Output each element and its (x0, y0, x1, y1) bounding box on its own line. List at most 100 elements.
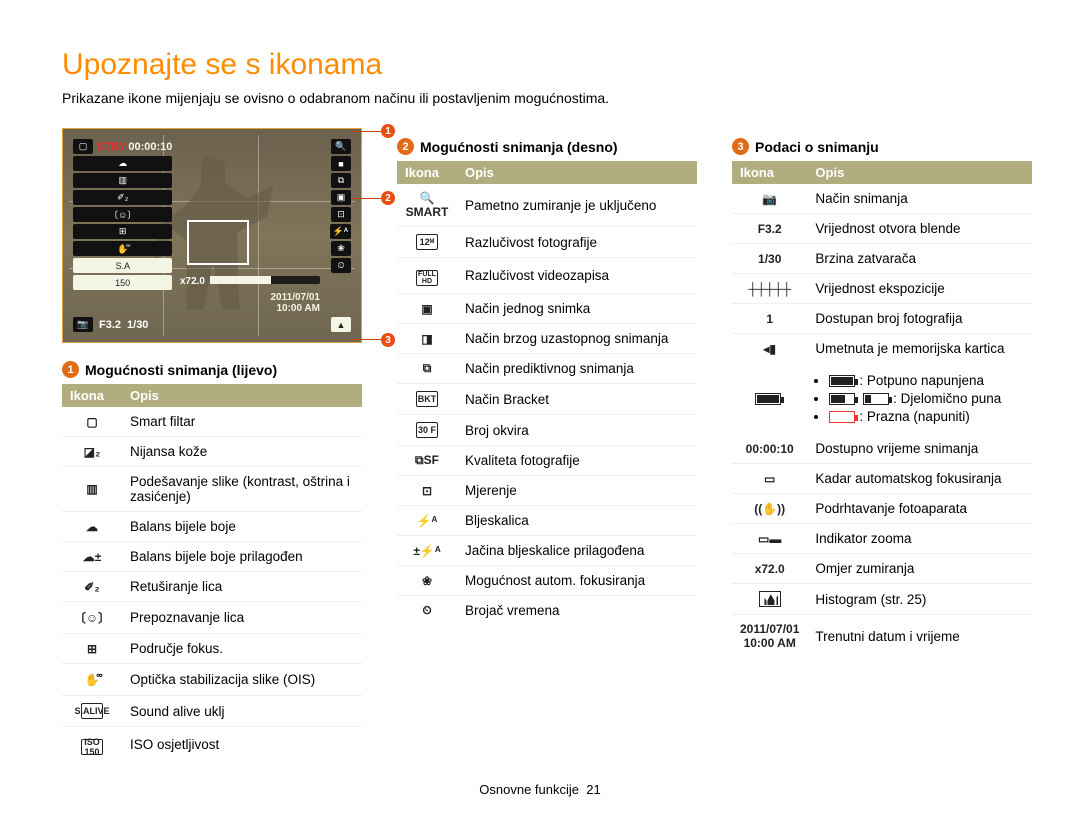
table-row: F3.2Vrijednost otvora blende (732, 214, 1032, 244)
table-row: ⧉SFKvaliteta fotografije (397, 446, 697, 476)
table-right: IkonaOpis 🔍 SMARTPametno zumiranje je uk… (397, 161, 697, 625)
row-icon: ((✋)) (732, 494, 807, 524)
row-desc: Umetnuta je memorijska kartica (807, 334, 1032, 364)
table-row: ▣Način jednog snimka (397, 294, 697, 324)
row-icon: 00:00:10 (732, 434, 807, 464)
table-row: ±⚡ᴬJačina bljeskalice prilagođena (397, 536, 697, 566)
row-desc: Omjer zumiranja (807, 554, 1032, 584)
row-icon: ⏲ (397, 596, 457, 626)
row-icon: 1 (732, 304, 807, 334)
battery-row: : Potpuno napunjena : Djelomično puna : … (732, 363, 1032, 434)
table-row: ◪₂Nijansa kože (62, 437, 362, 467)
table-row: Histogram (str. 25) (732, 584, 1032, 615)
row-desc: Pametno zumiranje je uključeno (457, 184, 697, 227)
table-row: 🔍 SMARTPametno zumiranje je uključeno (397, 184, 697, 227)
page-subtitle: Prikazane ikone mijenjaju se ovisno o od… (62, 90, 1018, 106)
row-desc: Način snimanja (807, 184, 1032, 214)
callout-1: 1 (381, 124, 395, 138)
row-desc: Jačina bljeskalice prilagođena (457, 536, 697, 566)
row-icon (732, 584, 807, 615)
row-icon: ┼┼┼┼┼ (732, 274, 807, 304)
row-desc: Razlučivost fotografije (457, 227, 697, 258)
table-row: BKTNačin Bracket (397, 384, 697, 415)
row-icon: FULLHD (397, 258, 457, 294)
row-desc: Razlučivost videozapisa (457, 258, 697, 294)
screen-datetime: 2011/07/0110:00 AM (271, 292, 321, 314)
row-icon: ▢ (62, 407, 122, 437)
table-row: ⧉Način prediktivnog snimanja (397, 354, 697, 384)
row-desc: Podešavanje slike (kontrast, oštrina i z… (122, 467, 362, 512)
table-row: ⊞Područje fokus. (62, 634, 362, 664)
table-row: ((✋))Podrhtavanje fotoaparata (732, 494, 1032, 524)
table-row: FULLHDRazlučivost videozapisa (397, 258, 697, 294)
table-row: 12ᴹRazlučivost fotografije (397, 227, 697, 258)
table-row: ▢Smart filtar (62, 407, 362, 437)
row-icon: S.ALIVE (62, 696, 122, 727)
row-desc: Mogućnost autom. fokusiranja (457, 566, 697, 596)
table-row: ▥Podešavanje slike (kontrast, oštrina i … (62, 467, 362, 512)
battery-full: : Potpuno napunjena (829, 373, 1024, 388)
callout-3: 3 (381, 333, 395, 347)
table-row: 2011/07/01 10:00 AMTrenutni datum i vrij… (732, 615, 1032, 658)
row-icon: ⧉SF (397, 446, 457, 476)
column-info: 3 Podaci o snimanju IkonaOpis 📷Način sni… (732, 128, 1032, 762)
row-desc: Balans bijele boje (122, 512, 362, 542)
column-left: ▢ STBY 00:00:10 ☁▥✐₂ 〔☺〕⊞✋᪲ S.A150 🔍■⧉ ▣… (62, 128, 362, 762)
table-row: ⏲Brojač vremena (397, 596, 697, 626)
row-desc: Optička stabilizacija slike (OIS) (122, 664, 362, 696)
row-icon: ✋᪲ (62, 664, 122, 696)
heading-left: 1 Mogućnosti snimanja (lijevo) (62, 361, 362, 378)
row-desc: Trenutni datum i vrijeme (807, 615, 1032, 658)
row-icon: ⊡ (397, 476, 457, 506)
row-icon: ▭ (732, 464, 807, 494)
table-row: ☁Balans bijele boje (62, 512, 362, 542)
row-icon: ✐₂ (62, 572, 122, 602)
row-desc: Vrijednost ekspozicije (807, 274, 1032, 304)
table-row: ⚡ᴬBljeskalica (397, 506, 697, 536)
table-row: 📷Način snimanja (732, 184, 1032, 214)
row-icon: ISO 150 (62, 727, 122, 763)
row-icon: 1/30 (732, 244, 807, 274)
row-desc: Način brzog uzastopnog snimanja (457, 324, 697, 354)
row-desc: Kvaliteta fotografije (457, 446, 697, 476)
page-footer: Osnovne funkcije 21 (0, 782, 1080, 797)
row-desc: Vrijednost otvora blende (807, 214, 1032, 244)
table-row: 00:00:10Dostupno vrijeme snimanja (732, 434, 1032, 464)
row-desc: Način prediktivnog snimanja (457, 354, 697, 384)
row-icon: ☁ (62, 512, 122, 542)
row-desc: Histogram (str. 25) (807, 584, 1032, 615)
table-row: ▭▬Indikator zooma (732, 524, 1032, 554)
row-desc: Područje fokus. (122, 634, 362, 664)
row-desc: ISO osjetljivost (122, 727, 362, 763)
row-desc: Balans bijele boje prilagođen (122, 542, 362, 572)
row-icon: 🔍 SMART (397, 184, 457, 227)
table-row: ✐₂Retuširanje lica (62, 572, 362, 602)
row-desc: Prepoznavanje lica (122, 602, 362, 634)
row-icon: 📷 (732, 184, 807, 214)
screen-bottom-row: 📷 F3.2 1/30 ▲ (73, 317, 351, 332)
row-desc: Brojač vremena (457, 596, 697, 626)
row-desc: Brzina zatvarača (807, 244, 1032, 274)
table-info: IkonaOpis 📷Način snimanjaF3.2Vrijednost … (732, 161, 1032, 657)
row-icon: ▭▬ (732, 524, 807, 554)
row-icon: ⧉ (397, 354, 457, 384)
row-desc: Dostupan broj fotografija (807, 304, 1032, 334)
screen-left-icons: ▢ STBY 00:00:10 ☁▥✐₂ 〔☺〕⊞✋᪲ S.A150 (73, 139, 172, 290)
row-icon: 2011/07/01 10:00 AM (732, 615, 807, 658)
table-row: ⊡Mjerenje (397, 476, 697, 506)
table-row: 30 FBroj okvira (397, 415, 697, 446)
heading-info: 3 Podaci o snimanju (732, 138, 1032, 155)
table-row: ✋᪲Optička stabilizacija slike (OIS) (62, 664, 362, 696)
zoom-label: x72.0 (180, 276, 205, 287)
row-desc: Kadar automatskog fokusiranja (807, 464, 1032, 494)
table-row: ▭Kadar automatskog fokusiranja (732, 464, 1032, 494)
row-desc: Bljeskalica (457, 506, 697, 536)
row-icon: ◪₂ (62, 437, 122, 467)
timecode: 00:00:10 (128, 141, 172, 153)
zoom-bar (210, 276, 320, 284)
row-desc: Mjerenje (457, 476, 697, 506)
row-desc: Nijansa kože (122, 437, 362, 467)
table-row: ☁±Balans bijele boje prilagođen (62, 542, 362, 572)
row-icon: 30 F (397, 415, 457, 446)
camera-screen: ▢ STBY 00:00:10 ☁▥✐₂ 〔☺〕⊞✋᪲ S.A150 🔍■⧉ ▣… (62, 128, 362, 343)
